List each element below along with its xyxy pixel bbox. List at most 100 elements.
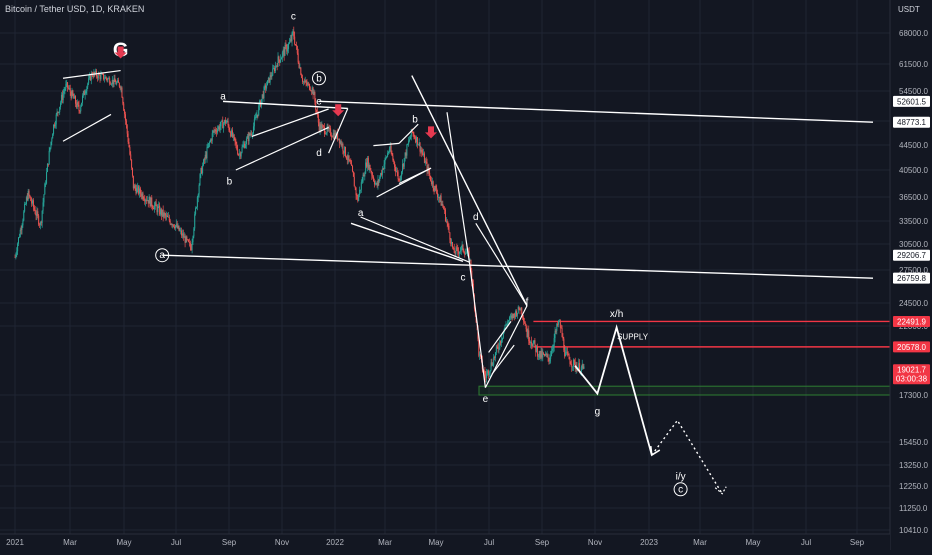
candle: [165, 214, 167, 217]
time-axis-panel[interactable]: [0, 534, 890, 550]
pattern-line[interactable]: [488, 321, 512, 353]
candle: [96, 76, 98, 79]
candle: [67, 87, 69, 89]
candle: [472, 281, 474, 284]
price-badge: [893, 364, 930, 385]
pattern-line[interactable]: [62, 113, 112, 142]
candle: [432, 181, 434, 188]
candle: [421, 150, 423, 153]
candle: [100, 74, 102, 79]
candle: [522, 317, 524, 322]
candle: [210, 139, 212, 142]
wave-label: a: [159, 250, 165, 261]
candle: [215, 129, 217, 132]
candle: [435, 185, 437, 189]
pattern-line[interactable]: [398, 123, 419, 144]
candle: [309, 89, 311, 91]
price-tick-label: 27500.0: [899, 266, 928, 275]
candle: [501, 339, 503, 344]
candle: [245, 138, 247, 145]
candle: [268, 77, 270, 83]
candle: [26, 197, 28, 200]
candle: [27, 191, 29, 200]
time-tick-label: Mar: [378, 538, 392, 547]
trend-line[interactable]: [222, 100, 348, 110]
candle: [511, 315, 513, 319]
candle: [328, 128, 330, 130]
pattern-line[interactable]: [235, 126, 329, 171]
time-axis[interactable]: 2021 Mar May Jul Sep Nov 2022 Mar May Jul Sep Nov 20…: [6, 538, 865, 547]
pattern-line[interactable]: [468, 262, 486, 388]
candle: [559, 320, 561, 328]
projection[interactable]: [574, 324, 727, 495]
candle: [131, 167, 133, 176]
candle: [358, 195, 360, 201]
candle: [565, 352, 567, 357]
trend-line[interactable]: [411, 75, 528, 307]
candle: [496, 346, 498, 348]
candle: [291, 32, 293, 41]
projection-dotted[interactable]: [651, 419, 723, 495]
projection-solid[interactable]: [574, 324, 653, 456]
candle: [326, 126, 328, 133]
candle: [508, 317, 510, 321]
candle: [520, 307, 522, 311]
pattern-line[interactable]: [398, 167, 432, 185]
trend-line[interactable]: [318, 100, 874, 123]
pattern-line[interactable]: [475, 222, 528, 307]
candle: [66, 82, 68, 84]
candle: [306, 82, 308, 85]
symbol-title[interactable]: Bitcoin / Tether USD, 1D, KRAKEN: [5, 4, 144, 14]
candle: [145, 199, 147, 202]
candle: [134, 185, 136, 189]
candle: [253, 119, 255, 127]
pattern-line[interactable]: [360, 216, 470, 263]
candle: [39, 222, 41, 225]
candle: [499, 340, 501, 349]
pattern-line[interactable]: [251, 108, 329, 138]
candle: [194, 214, 196, 229]
candle: [567, 353, 569, 355]
candle: [333, 133, 335, 139]
candle: [508, 320, 510, 322]
candle: [265, 85, 267, 89]
price-badge-label: 22491.9: [897, 317, 926, 326]
pattern-line[interactable]: [446, 112, 470, 263]
candle: [154, 202, 156, 206]
candle: [231, 130, 233, 137]
candle: [160, 209, 162, 215]
candle: [542, 353, 544, 358]
candle: [438, 197, 440, 199]
candle: [286, 45, 288, 52]
candle: [58, 112, 60, 113]
candle: [133, 185, 135, 189]
candle: [318, 122, 320, 131]
candle: [89, 75, 91, 81]
pattern-line[interactable]: [328, 108, 349, 154]
candle: [553, 338, 555, 347]
candle: [110, 83, 112, 85]
wave-label: b: [227, 176, 233, 187]
candle: [52, 133, 54, 139]
candle: [128, 141, 130, 148]
pattern-line[interactable]: [373, 142, 400, 147]
candle: [281, 52, 283, 58]
candle: [533, 340, 535, 343]
candle: [349, 160, 351, 162]
candle: [67, 82, 69, 88]
pattern-line[interactable]: [62, 69, 121, 79]
candle: [371, 172, 373, 176]
candle: [131, 159, 133, 168]
candle: [18, 236, 20, 238]
trend-line[interactable]: [162, 254, 874, 279]
candle: [521, 307, 523, 315]
candle: [346, 158, 348, 160]
candle: [523, 321, 525, 323]
candle: [270, 75, 272, 77]
trend-line[interactable]: [350, 222, 464, 262]
trend-lines[interactable]: [62, 69, 874, 388]
candle: [188, 239, 190, 242]
pattern-line[interactable]: [491, 344, 515, 375]
